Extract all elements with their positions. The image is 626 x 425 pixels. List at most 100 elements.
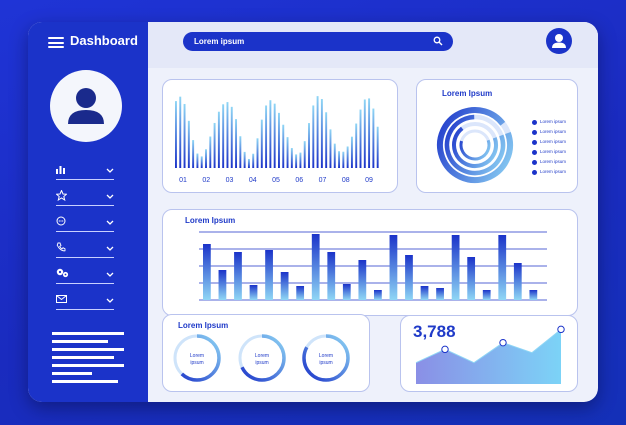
ring-arc <box>452 122 498 168</box>
wave-bar <box>187 120 190 168</box>
rings-chart-card: Lorem Ipsum Lorem ipsum Lorem ipsum Lore… <box>416 79 578 193</box>
x-axis-label: 01 <box>179 177 187 184</box>
bar <box>358 260 367 300</box>
bar <box>389 235 398 300</box>
wave-bar <box>372 108 375 168</box>
wave-bar <box>299 152 302 168</box>
wave-bar <box>308 123 310 168</box>
x-axis-label: 04 <box>249 177 257 184</box>
legend-item: Lorem ipsum <box>532 129 572 136</box>
sidebar-item-settings[interactable] <box>56 266 114 284</box>
x-axis-label: 08 <box>342 177 350 184</box>
wave-bar <box>325 112 328 168</box>
wave-bar <box>209 136 212 168</box>
chevron-down-icon <box>106 194 114 199</box>
wave-bar <box>217 111 220 168</box>
sidebar-item-stats[interactable] <box>56 162 114 180</box>
wave-bar <box>338 151 341 168</box>
placeholder-text-block <box>52 332 124 386</box>
search-input[interactable]: Lorem ipsum <box>183 32 453 51</box>
kpi-value: 3,788 <box>413 322 456 341</box>
area-line <box>415 328 562 364</box>
ring-arc <box>459 129 491 161</box>
donut-chart-card: Lorem Ipsum Lorem ipsum Lorem ipsum Lorem ips… <box>162 314 370 392</box>
bar-chart-icon <box>56 166 65 174</box>
wave-bar <box>260 119 263 168</box>
x-axis-label: 07 <box>319 177 327 184</box>
wave-bar <box>179 96 182 168</box>
wave-bar <box>213 122 216 168</box>
wave-bar-chart: 01 02 03 04 05 06 07 08 09 <box>175 96 379 184</box>
wave-bar <box>183 103 186 168</box>
sidebar-item-mail[interactable] <box>56 292 114 310</box>
search-icon[interactable] <box>433 36 443 46</box>
wave-bar <box>192 140 195 168</box>
donut-label: Lorem <box>255 353 269 359</box>
x-axis-label: 06 <box>295 177 303 184</box>
wave-chart-card: 01 02 03 04 05 06 07 08 09 <box>162 79 398 193</box>
bar <box>467 257 476 300</box>
donut-card-title: Lorem Ipsum <box>178 321 229 330</box>
wave-bar <box>346 146 349 168</box>
bar <box>311 234 320 300</box>
wave-bar <box>303 141 306 168</box>
bar <box>342 284 351 300</box>
chevron-down-icon <box>106 168 114 173</box>
wave-bar <box>295 154 298 168</box>
app-title: Dashboard <box>70 33 138 48</box>
wave-bar <box>222 104 225 168</box>
bar <box>203 244 211 300</box>
menu-icon[interactable] <box>48 37 64 48</box>
concentric-rings-chart <box>437 107 513 183</box>
wave-bar <box>196 153 199 168</box>
area-chart <box>415 325 565 384</box>
wave-bar <box>278 112 280 168</box>
x-axis-label: 09 <box>365 177 373 184</box>
wave-bar <box>376 126 379 168</box>
bar <box>529 290 538 300</box>
ring-arc <box>437 107 513 183</box>
area-fill <box>416 329 561 384</box>
wave-bar <box>286 137 289 168</box>
donut-label: Lorem <box>319 353 333 359</box>
chat-icon <box>56 216 66 226</box>
kpi-area-card: 3,788 <box>400 315 578 392</box>
sidebar-item-messages[interactable] <box>56 214 114 232</box>
wave-bar <box>350 136 353 168</box>
dashboard-window: Dashboard <box>28 22 598 402</box>
profile-avatar[interactable] <box>50 70 122 142</box>
search-placeholder: Lorem ipsum <box>194 37 245 46</box>
wave-bar <box>235 119 238 168</box>
wave-bar <box>269 100 272 168</box>
bar <box>265 250 273 300</box>
wave-bar <box>226 102 229 168</box>
bar <box>296 286 305 300</box>
donut-label: ipsum <box>190 360 203 366</box>
user-silhouette-icon <box>68 88 104 124</box>
top-bar: Lorem ipsum <box>148 22 598 68</box>
ring-arc <box>444 114 506 176</box>
wave-bar <box>290 148 293 168</box>
donut-label: ipsum <box>319 360 332 366</box>
chevron-down-icon <box>106 246 114 251</box>
data-point <box>499 338 507 347</box>
sidebar-item-favorites[interactable] <box>56 188 114 206</box>
donut-arc <box>238 334 286 382</box>
bar <box>420 286 429 300</box>
bar <box>218 270 227 300</box>
bar <box>451 235 460 300</box>
bar <box>280 272 289 300</box>
sidebar-item-calls[interactable] <box>56 240 114 258</box>
wave-bar <box>252 153 255 168</box>
wave-bar <box>282 124 285 168</box>
phone-icon <box>56 242 66 252</box>
bar <box>327 252 336 300</box>
bar <box>234 252 242 300</box>
wave-bar <box>333 143 336 168</box>
star-icon <box>56 190 67 201</box>
x-axis-label: 02 <box>202 177 210 184</box>
wave-bar <box>200 156 203 168</box>
bar <box>374 290 382 300</box>
user-account-button[interactable] <box>546 28 572 54</box>
bar <box>249 285 258 300</box>
